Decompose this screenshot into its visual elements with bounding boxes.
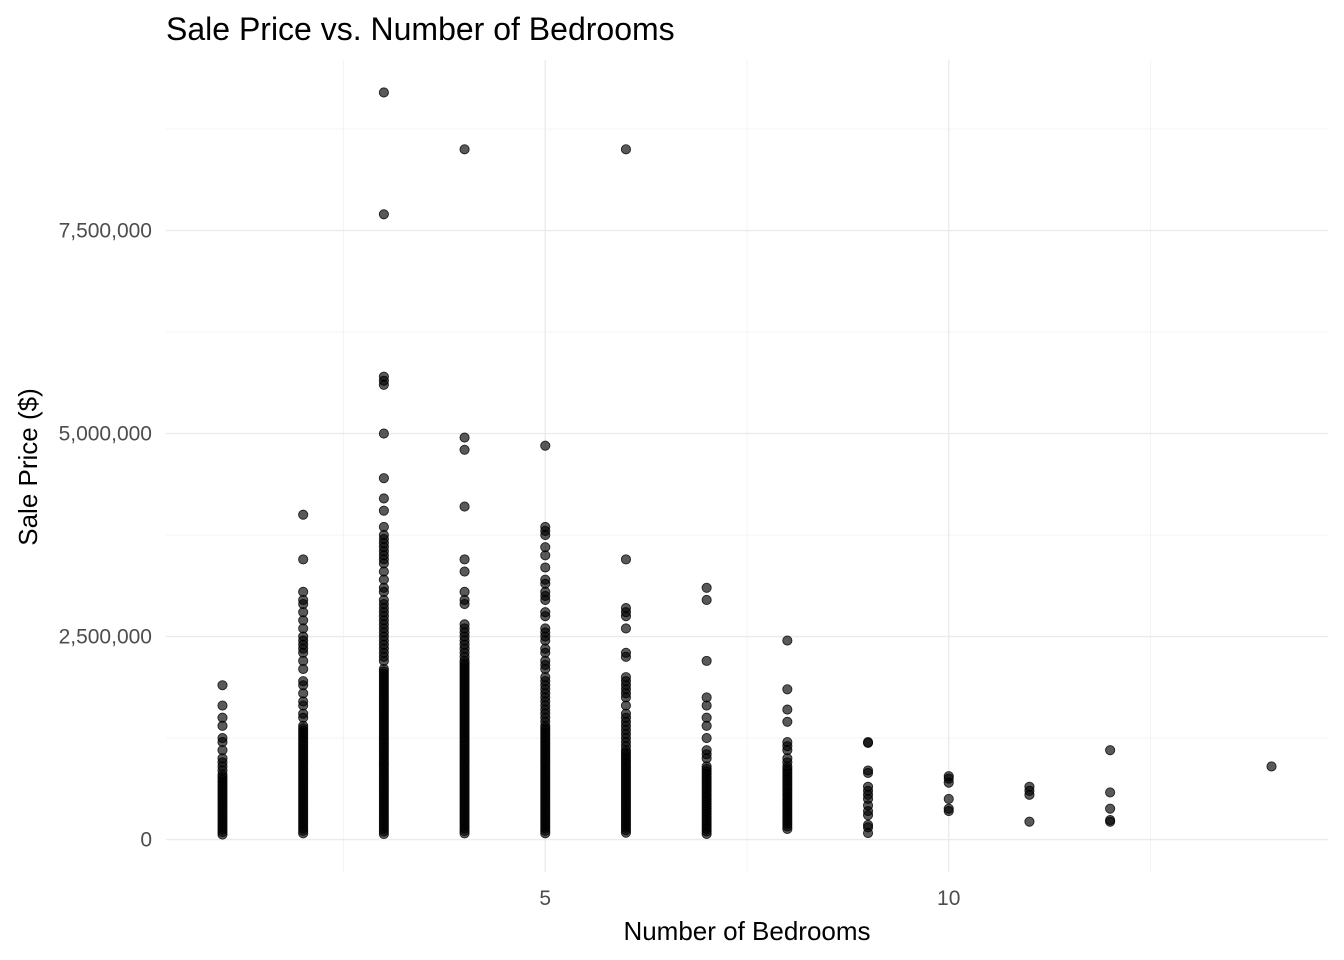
data-points bbox=[217, 87, 1277, 840]
data-point bbox=[459, 432, 470, 443]
data-point bbox=[701, 828, 712, 839]
data-point bbox=[1105, 787, 1116, 798]
y-tick-label: 2,500,000 bbox=[59, 626, 152, 649]
grid bbox=[166, 60, 1328, 872]
data-point bbox=[459, 651, 470, 662]
data-point bbox=[459, 566, 470, 577]
data-point bbox=[782, 757, 793, 768]
data-point bbox=[620, 651, 632, 662]
data-point bbox=[701, 732, 712, 744]
data-point bbox=[298, 554, 309, 565]
data-point bbox=[540, 611, 551, 622]
data-point bbox=[1024, 789, 1035, 800]
data-point bbox=[540, 529, 551, 541]
data-point bbox=[298, 509, 309, 520]
x-tick-label: 10 bbox=[937, 887, 960, 910]
data-point bbox=[540, 828, 551, 839]
data-point bbox=[620, 623, 632, 634]
data-point bbox=[217, 829, 228, 840]
data-point bbox=[701, 655, 712, 666]
data-point bbox=[378, 493, 389, 504]
data-point bbox=[298, 663, 309, 675]
data-point bbox=[1024, 816, 1035, 827]
data-point bbox=[378, 87, 389, 98]
data-point bbox=[217, 765, 228, 776]
data-point bbox=[620, 144, 632, 155]
data-point bbox=[782, 823, 793, 834]
data-point bbox=[701, 594, 712, 606]
data-point bbox=[620, 827, 632, 838]
data-point bbox=[459, 144, 470, 155]
chart-title: Sale Price vs. Number of Bedrooms bbox=[166, 11, 675, 47]
data-point bbox=[862, 737, 874, 748]
data-point bbox=[782, 635, 793, 646]
data-point bbox=[540, 594, 551, 606]
data-point bbox=[862, 767, 874, 778]
data-point bbox=[378, 655, 389, 666]
data-point bbox=[459, 598, 470, 610]
data-point bbox=[1105, 803, 1116, 814]
x-axis-title: Number of Bedrooms bbox=[623, 916, 870, 946]
x-tick-label: 5 bbox=[539, 887, 551, 910]
y-tick-label: 0 bbox=[140, 829, 152, 852]
data-point bbox=[378, 828, 389, 840]
data-point bbox=[459, 828, 470, 839]
data-point bbox=[378, 428, 389, 439]
data-point bbox=[782, 704, 793, 715]
data-point bbox=[217, 720, 228, 731]
data-point bbox=[217, 680, 228, 691]
y-tick-label: 5,000,000 bbox=[59, 423, 152, 446]
data-point bbox=[620, 554, 632, 565]
y-axis-tick-labels: 0 2,500,000 5,000,000 7,500,000 bbox=[59, 220, 152, 852]
data-point bbox=[459, 554, 470, 565]
y-axis-title: Sale Price ($) bbox=[13, 388, 43, 546]
data-point bbox=[782, 684, 793, 695]
data-point bbox=[540, 716, 551, 727]
data-point bbox=[782, 716, 793, 727]
data-point bbox=[701, 582, 712, 593]
data-point bbox=[217, 700, 228, 711]
data-point bbox=[620, 741, 632, 752]
data-point bbox=[540, 440, 551, 451]
data-point bbox=[378, 379, 389, 390]
y-tick-label: 7,500,000 bbox=[59, 220, 152, 243]
data-point bbox=[298, 712, 309, 723]
data-point bbox=[943, 806, 954, 817]
data-point bbox=[862, 810, 874, 821]
data-point bbox=[540, 550, 551, 561]
data-point bbox=[378, 473, 389, 484]
data-point bbox=[701, 753, 712, 764]
data-point bbox=[459, 444, 470, 455]
data-point bbox=[620, 611, 632, 622]
data-point bbox=[943, 793, 954, 804]
data-point bbox=[701, 720, 712, 731]
data-point bbox=[701, 700, 712, 711]
data-point bbox=[943, 777, 954, 788]
data-point bbox=[378, 209, 389, 220]
data-point bbox=[378, 505, 389, 516]
data-point bbox=[459, 501, 470, 512]
data-point bbox=[862, 827, 874, 839]
data-point bbox=[1105, 745, 1116, 756]
data-point bbox=[1105, 816, 1116, 827]
data-point bbox=[1266, 761, 1277, 772]
data-point bbox=[540, 562, 551, 573]
x-axis-tick-labels: 5 10 bbox=[539, 887, 960, 910]
data-point bbox=[298, 828, 309, 839]
